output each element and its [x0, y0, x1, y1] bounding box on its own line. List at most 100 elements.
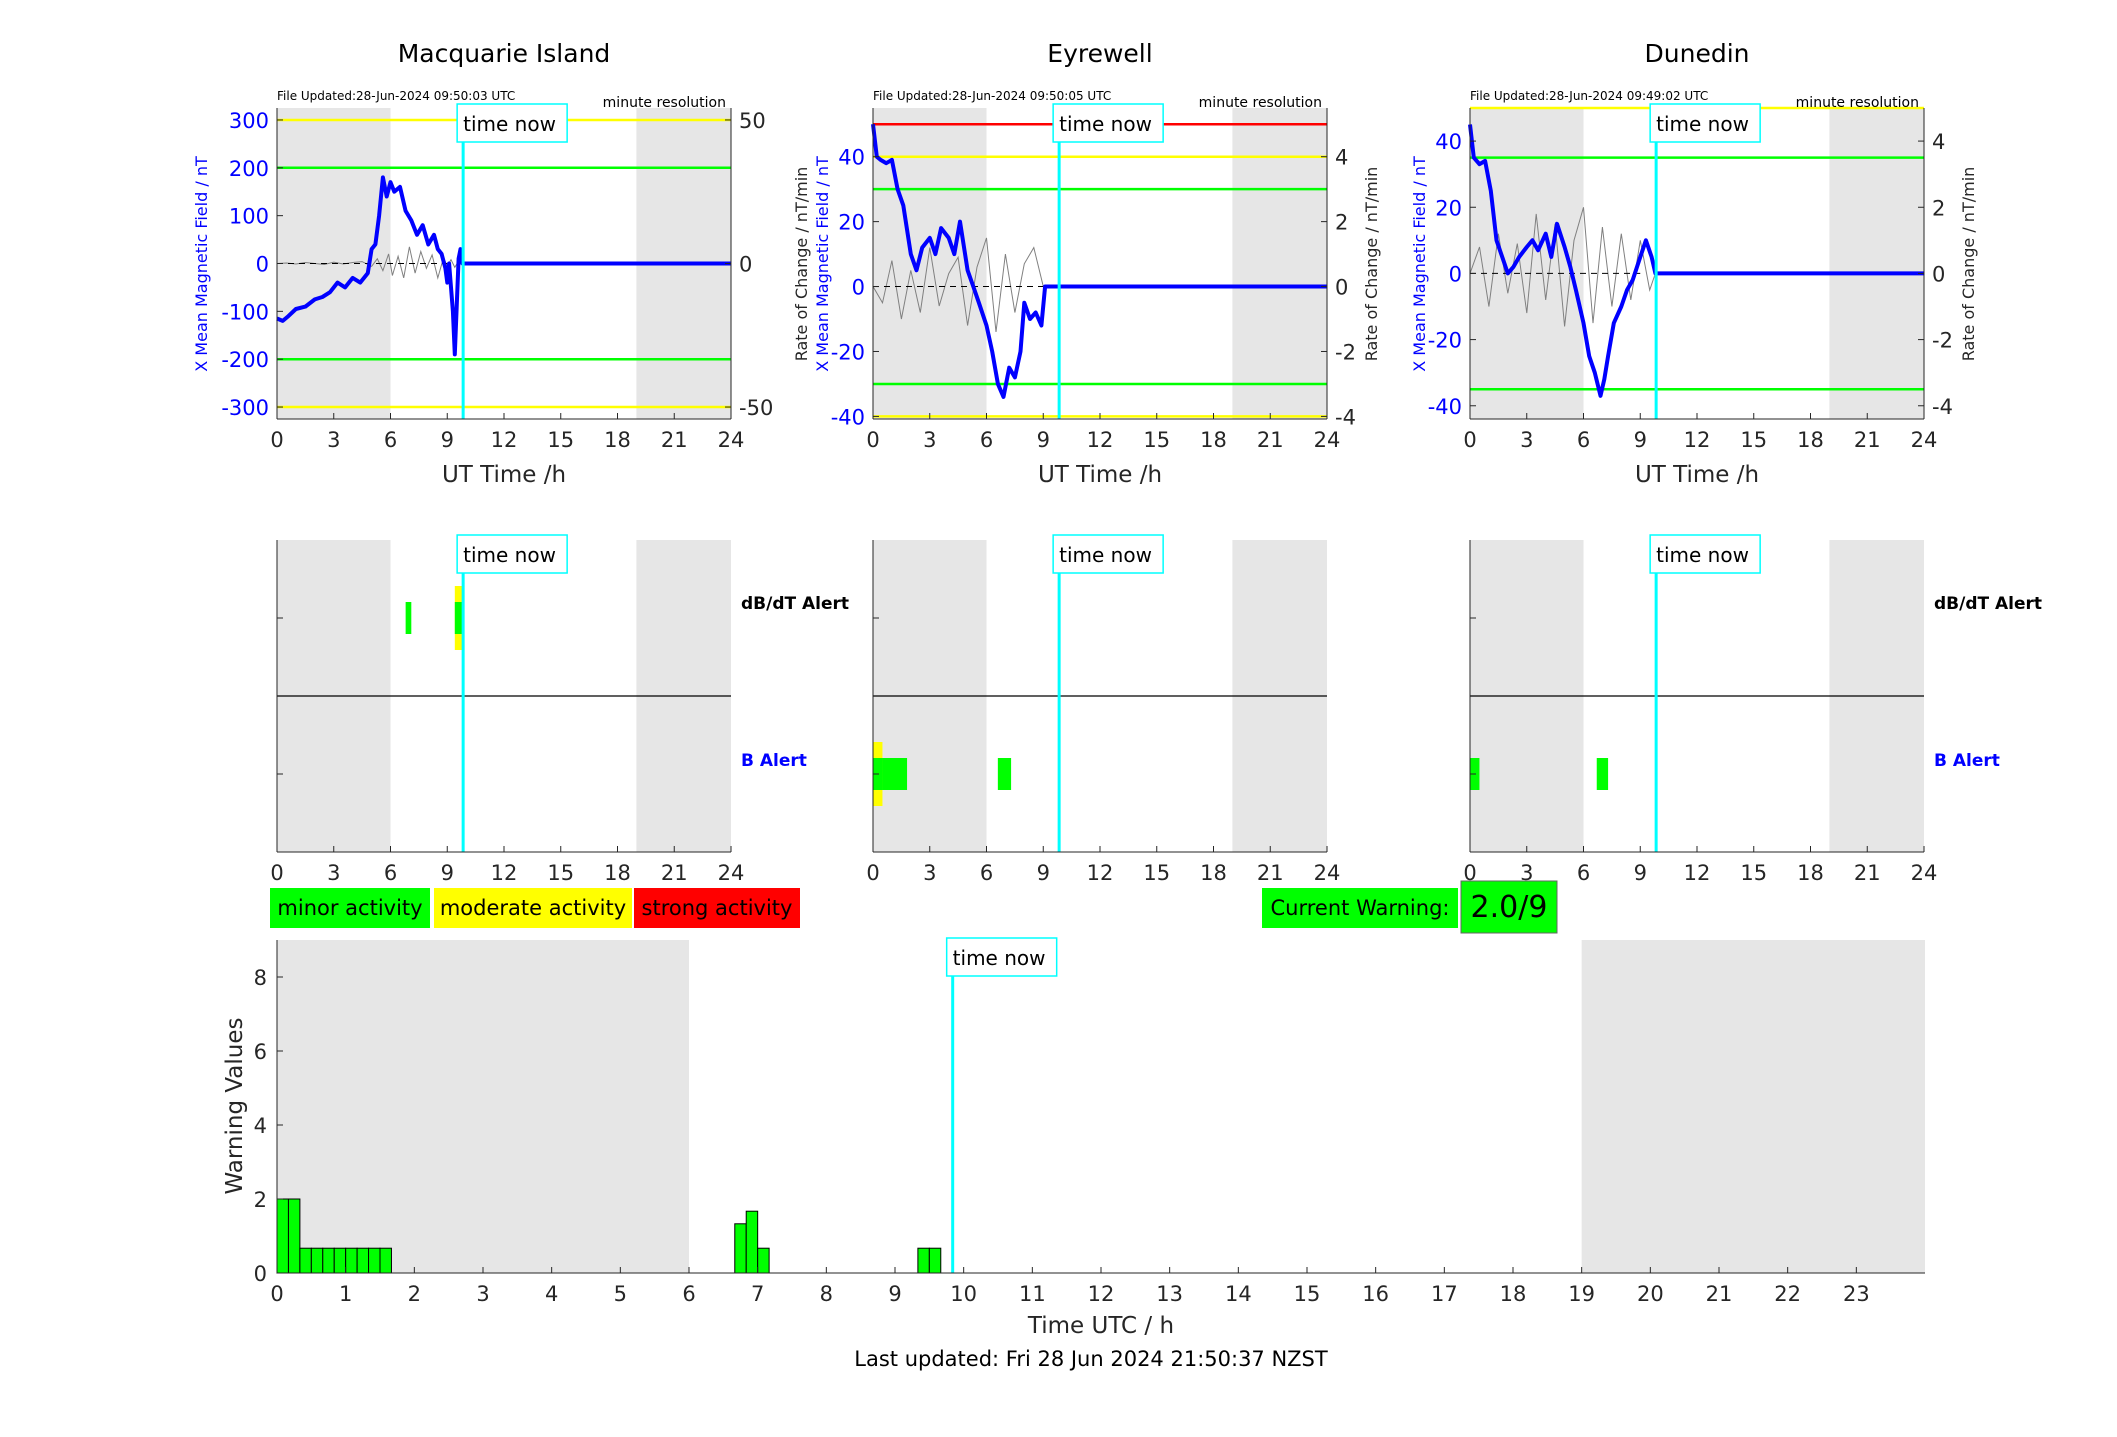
dbdt-alert-label: dB/dT Alert [1934, 594, 2042, 614]
x-tick-label: 12 [491, 428, 518, 452]
warning-bar [345, 1247, 358, 1274]
x-tick-label: 17 [1431, 1282, 1458, 1306]
station-title: Macquarie Island [398, 39, 611, 68]
warning-bar [379, 1247, 392, 1274]
x-tick-label: 6 [384, 428, 397, 452]
y-tick-label: 20 [1435, 196, 1462, 220]
x-tick-label: 24 [1911, 428, 1938, 452]
y-tick-label: 100 [229, 205, 269, 229]
x-tick-label: 10 [950, 1282, 977, 1306]
current-warning-value-box [1460, 880, 1558, 934]
night-band [1470, 108, 1584, 419]
x-tick-label: 6 [980, 861, 993, 885]
right-axis-label: Rate of Change / nT/min [1959, 167, 1978, 362]
x-tick-label: 9 [888, 1282, 901, 1306]
resolution-text: minute resolution [603, 95, 726, 111]
x-tick-label: 0 [1463, 428, 1476, 452]
warning-bar [368, 1247, 381, 1274]
y-tick-label: -20 [1428, 329, 1462, 353]
x-tick-label: 12 [1087, 861, 1114, 885]
current-warning-label-box [1262, 888, 1458, 928]
y-tick-label: 300 [229, 109, 269, 133]
warning-bar [276, 1198, 289, 1274]
legend-strong-swatch [634, 888, 800, 928]
alert-mark [997, 758, 1012, 790]
magnetic-field-line [1468, 124, 1924, 398]
x-tick-label: 0 [866, 861, 879, 885]
dbdt-alert-label: dB/dT Alert [741, 594, 849, 614]
x-tick-label: 24 [1314, 428, 1341, 452]
x-tick-label: 6 [1577, 861, 1590, 885]
x-tick-label: 23 [1843, 1282, 1870, 1306]
time-now-box [1052, 534, 1164, 574]
night-band [1232, 108, 1327, 419]
x-tick-label: 0 [866, 428, 879, 452]
x-tick-label: 3 [1520, 428, 1533, 452]
time-now-label: time now [1656, 543, 1749, 567]
x-tick-label: 6 [1577, 428, 1590, 452]
x-tick-label: 3 [1520, 861, 1533, 885]
station-title: Dunedin [1645, 39, 1750, 68]
time-now-box [1052, 103, 1164, 143]
y-axis-label: X Mean Magnetic Field / nT [192, 156, 211, 372]
warning-bar [745, 1210, 759, 1274]
resolution-text: minute resolution [1199, 95, 1322, 111]
right-axis-label: Rate of Change / nT/min [1362, 167, 1381, 362]
x-tick-label: 9 [1037, 428, 1050, 452]
x-tick-label: 21 [661, 861, 688, 885]
x-tick-label: 12 [1087, 428, 1114, 452]
x-tick-label: 18 [604, 428, 631, 452]
x-tick-label: 24 [718, 861, 745, 885]
file-updated-text: File Updated:28-Jun-2024 09:50:03 UTC [277, 89, 515, 103]
y-tick-label: 40 [1435, 130, 1462, 154]
x-tick-label: 15 [547, 861, 574, 885]
x-tick-label: 22 [1774, 1282, 1801, 1306]
y-tick-label: 0 [256, 253, 269, 277]
current-warning: Current Warning: 2.0/9 [1262, 880, 1558, 934]
x-tick-label: 9 [1634, 861, 1647, 885]
alert-mark [882, 758, 908, 790]
x-tick-label: 12 [1684, 861, 1711, 885]
x-tick-label: 15 [1740, 861, 1767, 885]
x-tick-label: 19 [1568, 1282, 1595, 1306]
night-band [277, 940, 689, 1273]
y-tick-label: -40 [831, 405, 865, 429]
x-tick-label: 9 [441, 861, 454, 885]
x-tick-label: 4 [545, 1282, 558, 1306]
activity-legend: minor activity moderate activity strong … [270, 888, 800, 928]
x-tick-label: 3 [476, 1282, 489, 1306]
x-tick-label: 21 [1257, 861, 1284, 885]
right-y-tick-label: -4 [1335, 405, 1356, 429]
x-tick-label: 6 [384, 861, 397, 885]
alert-panel-0: 0 3 6 9 12 15 18 21 24 time now dB/dT Alert B Alert [270, 534, 849, 885]
y-tick-label: 40 [838, 146, 865, 170]
y-tick-label: 8 [254, 966, 267, 990]
alert-mark [1596, 758, 1609, 790]
warning-bar [310, 1247, 324, 1274]
warning-bar [333, 1247, 347, 1274]
x-tick-label: 1 [339, 1282, 352, 1306]
time-now-label: time now [463, 543, 556, 567]
warning-bar [917, 1247, 930, 1274]
x-tick-label: 24 [718, 428, 745, 452]
x-tick-label: 24 [1911, 861, 1938, 885]
x-tick-label: 0 [270, 861, 283, 885]
x-tick-label: 21 [1854, 428, 1881, 452]
current-warning-value: 2.0/9 [1471, 890, 1548, 925]
night-band [1581, 940, 1925, 1273]
warning-bar [757, 1247, 770, 1274]
x-tick-label: 9 [1037, 861, 1050, 885]
b-alert-label: B Alert [1934, 751, 2000, 771]
y-tick-label: -20 [831, 340, 865, 364]
right-y-tick-label: -2 [1335, 340, 1356, 364]
x-axis-label: UT Time /h [442, 462, 566, 488]
x-tick-label: 20 [1637, 1282, 1664, 1306]
y-tick-label: 6 [254, 1040, 267, 1064]
x-tick-label: 11 [1019, 1282, 1046, 1306]
file-updated-text: File Updated:28-Jun-2024 09:49:02 UTC [1470, 89, 1708, 103]
time-now-box [456, 103, 568, 143]
last-updated-text: Last updated: Fri 28 Jun 2024 21:50:37 N… [854, 1347, 1328, 1371]
x-tick-label: 0 [1463, 861, 1476, 885]
x-tick-label: 15 [1294, 1282, 1321, 1306]
